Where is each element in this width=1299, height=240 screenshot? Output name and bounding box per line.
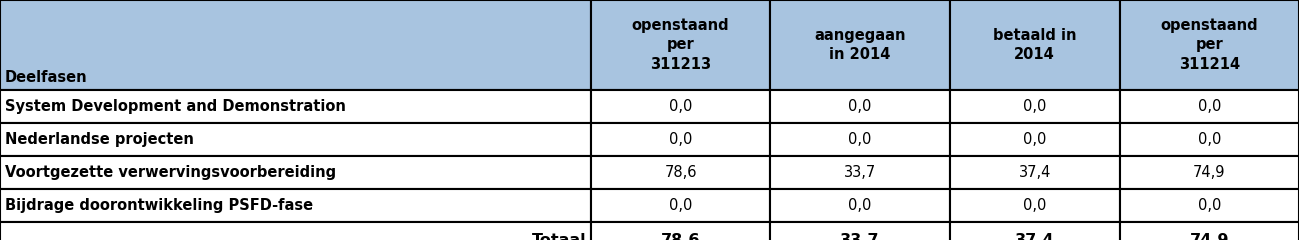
Bar [591, 123, 770, 156]
Text: Nederlandse projecten: Nederlandse projecten [5, 132, 194, 147]
Bar [0, 0, 591, 90]
Text: System Development and Demonstration: System Development and Demonstration [5, 99, 346, 114]
Bar [770, 123, 950, 156]
Bar [770, 222, 950, 240]
Text: openstaand
per
311213: openstaand per 311213 [631, 18, 730, 72]
Text: 74,9: 74,9 [1190, 233, 1229, 240]
Text: Deelfasen: Deelfasen [5, 70, 87, 85]
Text: 0,0: 0,0 [669, 99, 692, 114]
Bar [770, 90, 950, 123]
Bar [1120, 156, 1299, 189]
Text: 0,0: 0,0 [1024, 99, 1046, 114]
Text: 0,0: 0,0 [669, 198, 692, 213]
Bar [591, 90, 770, 123]
Bar [950, 156, 1120, 189]
Bar [0, 189, 591, 222]
Text: betaald in
2014: betaald in 2014 [992, 28, 1077, 62]
Bar [0, 222, 591, 240]
Text: 0,0: 0,0 [1024, 132, 1046, 147]
Bar [950, 189, 1120, 222]
Bar [1120, 0, 1299, 90]
Text: Voortgezette verwervingsvoorbereiding: Voortgezette verwervingsvoorbereiding [5, 165, 336, 180]
Bar [950, 222, 1120, 240]
Text: 0,0: 0,0 [848, 132, 872, 147]
Text: 37,4: 37,4 [1015, 233, 1055, 240]
Text: 0,0: 0,0 [848, 99, 872, 114]
Text: 0,0: 0,0 [669, 132, 692, 147]
Text: 33,7: 33,7 [844, 165, 876, 180]
Text: 74,9: 74,9 [1192, 165, 1226, 180]
Text: 37,4: 37,4 [1018, 165, 1051, 180]
Bar [591, 156, 770, 189]
Bar [950, 90, 1120, 123]
Bar [1120, 222, 1299, 240]
Text: Bijdrage doorontwikkeling PSFD-fase: Bijdrage doorontwikkeling PSFD-fase [5, 198, 313, 213]
Bar [770, 189, 950, 222]
Text: aangegaan
in 2014: aangegaan in 2014 [814, 28, 905, 62]
Bar [770, 156, 950, 189]
Bar [950, 0, 1120, 90]
Bar [950, 123, 1120, 156]
Bar [0, 156, 591, 189]
Bar [591, 0, 770, 90]
Text: 0,0: 0,0 [1024, 198, 1046, 213]
Bar [0, 123, 591, 156]
Text: 0,0: 0,0 [1198, 132, 1221, 147]
Text: 78,6: 78,6 [664, 165, 698, 180]
Bar [1120, 123, 1299, 156]
Text: 0,0: 0,0 [1198, 198, 1221, 213]
Bar [0, 90, 591, 123]
Bar [770, 0, 950, 90]
Text: 33,7: 33,7 [840, 233, 879, 240]
Text: openstaand
per
311214: openstaand per 311214 [1160, 18, 1259, 72]
Text: 0,0: 0,0 [848, 198, 872, 213]
Text: 78,6: 78,6 [661, 233, 700, 240]
Bar [591, 189, 770, 222]
Text: 0,0: 0,0 [1198, 99, 1221, 114]
Bar [1120, 90, 1299, 123]
Bar [1120, 189, 1299, 222]
Text: Totaal: Totaal [531, 233, 586, 240]
Bar [591, 222, 770, 240]
